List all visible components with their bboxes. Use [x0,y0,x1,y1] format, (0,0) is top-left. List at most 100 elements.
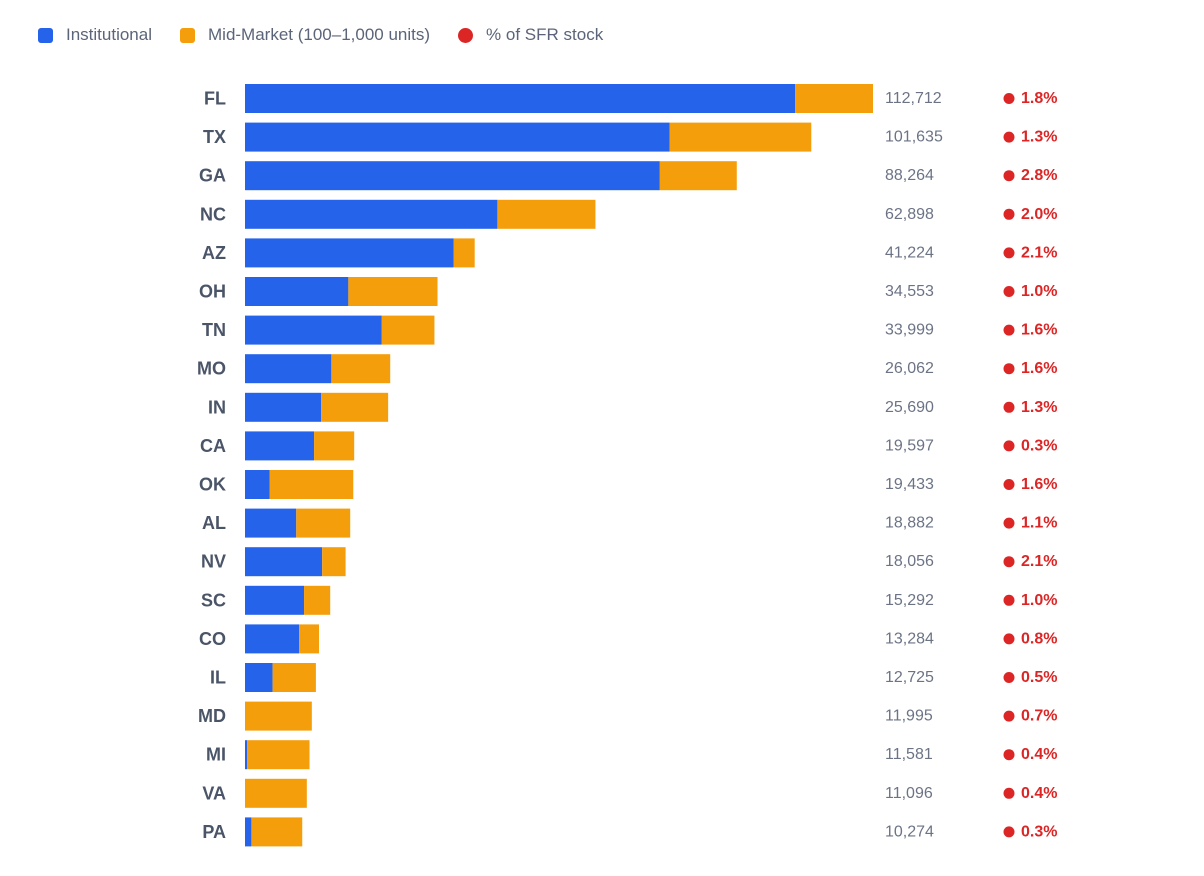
total-label-tx: 101,635 [885,129,943,146]
chart-legend: Institutional Mid-Market (100–1,000 unit… [38,22,603,48]
legend-label-mid-market: Mid-Market (100–1,000 units) [208,25,431,44]
bar-mid-market-ok[interactable] [269,470,354,499]
bar-institutional-ca[interactable] [245,431,315,461]
bar-mid-market-al[interactable] [296,508,351,538]
pct-label-md: 0.7% [1021,708,1057,725]
total-label-al: 18,882 [885,515,934,532]
bar-mid-market-tn[interactable] [381,315,435,345]
state-label-tn: TN [202,320,226,340]
bar-mid-market-co[interactable] [299,624,320,654]
pct-label-oh: 1.0% [1021,283,1057,300]
bar-institutional-sc[interactable] [245,585,305,615]
legend-item-institutional[interactable]: Institutional [38,25,152,45]
state-label-nc: NC [200,204,226,224]
pct-label-mi: 0.4% [1021,746,1057,763]
bar-mid-market-mi[interactable] [247,740,310,770]
pct-label-nc: 2.0% [1021,206,1057,223]
bar-mid-market-ca[interactable] [314,431,355,461]
total-label-nv: 18,056 [885,553,934,570]
state-label-va: VA [202,783,226,803]
bar-institutional-co[interactable] [245,624,300,654]
pct-label-co: 0.8% [1021,630,1057,647]
bar-institutional-mi[interactable] [245,740,248,770]
state-label-mi: MI [206,745,226,765]
pct-dot-mi [1003,749,1015,761]
pct-label-tn: 1.6% [1021,322,1057,339]
legend-label-institutional: Institutional [66,25,152,44]
pct-dot-oh [1003,286,1015,297]
pct-dot-co [1003,633,1015,645]
state-label-ca: CA [200,436,226,456]
pct-dot-va [1003,787,1015,799]
state-label-az: AZ [202,243,226,263]
state-label-il: IL [210,668,226,688]
pct-label-sc: 1.0% [1021,592,1057,609]
total-label-ga: 88,264 [885,167,934,184]
bar-institutional-il[interactable] [245,663,273,692]
pct-dot-ga [1003,170,1015,182]
bar-institutional-in[interactable] [245,392,322,422]
pct-label-in: 1.3% [1021,399,1057,416]
pct-label-fl: 1.8% [1021,90,1057,107]
bar-mid-market-va[interactable] [245,778,307,808]
pct-dot-ca [1003,440,1015,452]
state-label-in: IN [208,397,226,417]
bar-mid-market-tx[interactable] [669,122,812,152]
bar-mid-market-az[interactable] [453,238,475,268]
total-label-il: 12,725 [885,669,934,686]
total-label-pa: 10,274 [885,823,934,840]
pct-label-va: 0.4% [1021,785,1057,802]
state-label-al: AL [202,513,226,533]
bar-mid-market-pa[interactable] [251,817,303,847]
bar-institutional-nv[interactable] [245,547,323,577]
legend-item-mid-market[interactable]: Mid-Market (100–1,000 units) [180,25,430,45]
bar-mid-market-in[interactable] [321,392,389,422]
state-label-md: MD [198,706,226,726]
pct-dot-il [1003,672,1015,683]
total-label-in: 25,690 [885,399,934,416]
bar-mid-market-oh[interactable] [348,277,438,306]
bar-institutional-ok[interactable] [245,470,270,499]
bar-institutional-oh[interactable] [245,277,349,306]
pct-label-mo: 1.6% [1021,360,1057,377]
legend-swatch-mid-market [180,27,195,43]
pct-dot-mo [1003,363,1015,375]
state-label-ga: GA [199,166,226,186]
pct-label-az: 2.1% [1021,244,1057,261]
state-label-oh: OH [199,282,226,302]
bar-mid-market-ga[interactable] [659,161,737,191]
bar-institutional-fl[interactable] [245,84,796,113]
total-label-fl: 112,712 [885,90,942,107]
bar-institutional-az[interactable] [245,238,454,268]
pct-dot-tx [1003,131,1015,143]
legend-dot-pct-sfr [458,27,474,43]
bar-institutional-ga[interactable] [245,161,660,191]
bar-institutional-nc[interactable] [245,199,498,229]
pct-label-nv: 2.1% [1021,553,1057,570]
pct-dot-nv [1003,556,1015,568]
state-label-sc: SC [201,590,226,610]
total-label-mi: 11,581 [885,746,933,763]
bar-institutional-al[interactable] [245,508,297,538]
pct-dot-az [1003,247,1015,259]
bar-institutional-tx[interactable] [245,122,670,152]
bar-institutional-mo[interactable] [245,354,332,384]
bar-mid-market-mo[interactable] [331,354,391,384]
legend-label-pct-sfr: % of SFR stock [486,25,604,44]
bar-mid-market-nc[interactable] [497,199,596,229]
state-label-fl: FL [204,89,226,109]
bar-mid-market-il[interactable] [272,663,316,692]
total-label-ok: 19,433 [885,476,934,493]
total-label-mo: 26,062 [885,360,934,377]
bar-mid-market-fl[interactable] [795,84,873,113]
bar-institutional-pa[interactable] [245,817,252,847]
legend-item-pct-sfr[interactable]: % of SFR stock [458,25,603,45]
pct-dot-al [1003,517,1015,529]
bar-institutional-tn[interactable] [245,315,382,345]
bar-mid-market-md[interactable] [245,701,312,731]
bar-mid-market-sc[interactable] [304,585,331,615]
state-label-ok: OK [199,475,226,495]
bar-mid-market-nv[interactable] [322,547,346,577]
state-label-co: CO [199,629,226,649]
